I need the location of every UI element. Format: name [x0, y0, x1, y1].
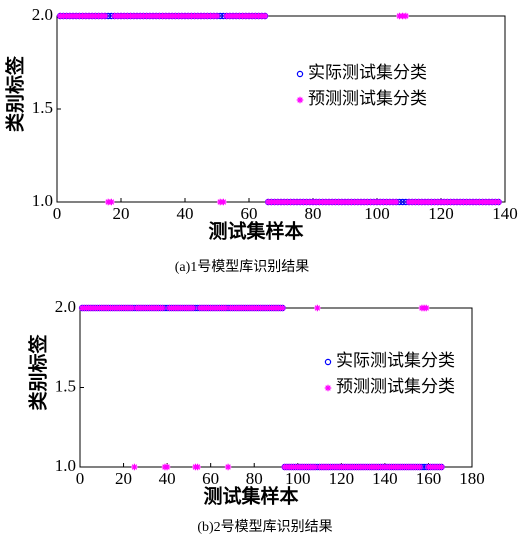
point [213, 12, 221, 20]
x-tick-label: 40 [177, 204, 194, 223]
point [279, 304, 286, 312]
y-axis-label: 类别标签 [3, 55, 26, 132]
x-tick-label: 80 [305, 204, 322, 223]
point [495, 198, 502, 206]
point [392, 198, 400, 206]
x-axis-label: 测试集样本 [208, 219, 303, 242]
y-tick-label: 1.5 [32, 98, 53, 117]
x-tick-label: 120 [329, 469, 355, 488]
x-tick-label: 100 [285, 469, 311, 488]
point [194, 463, 201, 471]
y-tick-label: 1.0 [55, 456, 76, 475]
y-tick-label: 2.0 [55, 297, 76, 316]
y-tick-label: 1.5 [55, 376, 76, 395]
x-tick-label: 80 [246, 469, 263, 488]
point [189, 304, 197, 312]
x-tick-label: 100 [364, 204, 390, 223]
point [399, 198, 406, 206]
x-tick-label: 160 [416, 469, 442, 488]
point [311, 463, 319, 471]
caption: (a)1号模型库识别结果 [175, 259, 310, 275]
legend-label: 预测测试集分类 [308, 89, 427, 108]
x-axis-label: 测试集样本 [203, 484, 298, 507]
x-tick-label: 120 [428, 204, 454, 223]
series [57, 12, 502, 206]
x-tick-label: 0 [53, 204, 62, 223]
point [159, 304, 167, 312]
series [56, 12, 502, 206]
legend-label: 预测测试集分类 [336, 377, 455, 396]
point [438, 463, 445, 471]
x-tick-label: 40 [159, 469, 176, 488]
x-tick-label: 20 [113, 204, 130, 223]
x-tick-label: 60 [241, 204, 258, 223]
point [402, 12, 410, 20]
point [101, 12, 109, 20]
point [314, 304, 321, 312]
x-tick-label: 180 [459, 469, 485, 488]
x-tick-label: 140 [492, 204, 518, 223]
x-tick-label: 140 [372, 469, 398, 488]
x-tick-label: 0 [76, 469, 85, 488]
point [422, 304, 430, 312]
point [261, 12, 269, 20]
point [416, 463, 424, 471]
point [163, 463, 171, 471]
legend-marker [324, 384, 332, 392]
legend-label: 实际测试集分类 [308, 63, 427, 82]
point [131, 463, 138, 471]
legend-marker [324, 358, 332, 366]
legend-marker [296, 96, 304, 104]
point [108, 198, 115, 206]
legend-marker [296, 70, 304, 78]
y-tick-label: 2.0 [32, 5, 53, 24]
y-tick-label: 1.0 [32, 191, 53, 210]
x-tick-label: 20 [115, 469, 132, 488]
point [222, 304, 230, 312]
legend-label: 实际测试集分类 [336, 351, 455, 370]
point [128, 304, 136, 312]
plot-frame [56, 15, 506, 203]
point [220, 198, 227, 206]
caption: (b)2号模型库识别结果 [197, 519, 332, 535]
x-tick-label: 60 [202, 469, 219, 488]
series [79, 305, 445, 471]
point [224, 463, 232, 471]
y-axis-label: 类别标签 [26, 334, 49, 411]
